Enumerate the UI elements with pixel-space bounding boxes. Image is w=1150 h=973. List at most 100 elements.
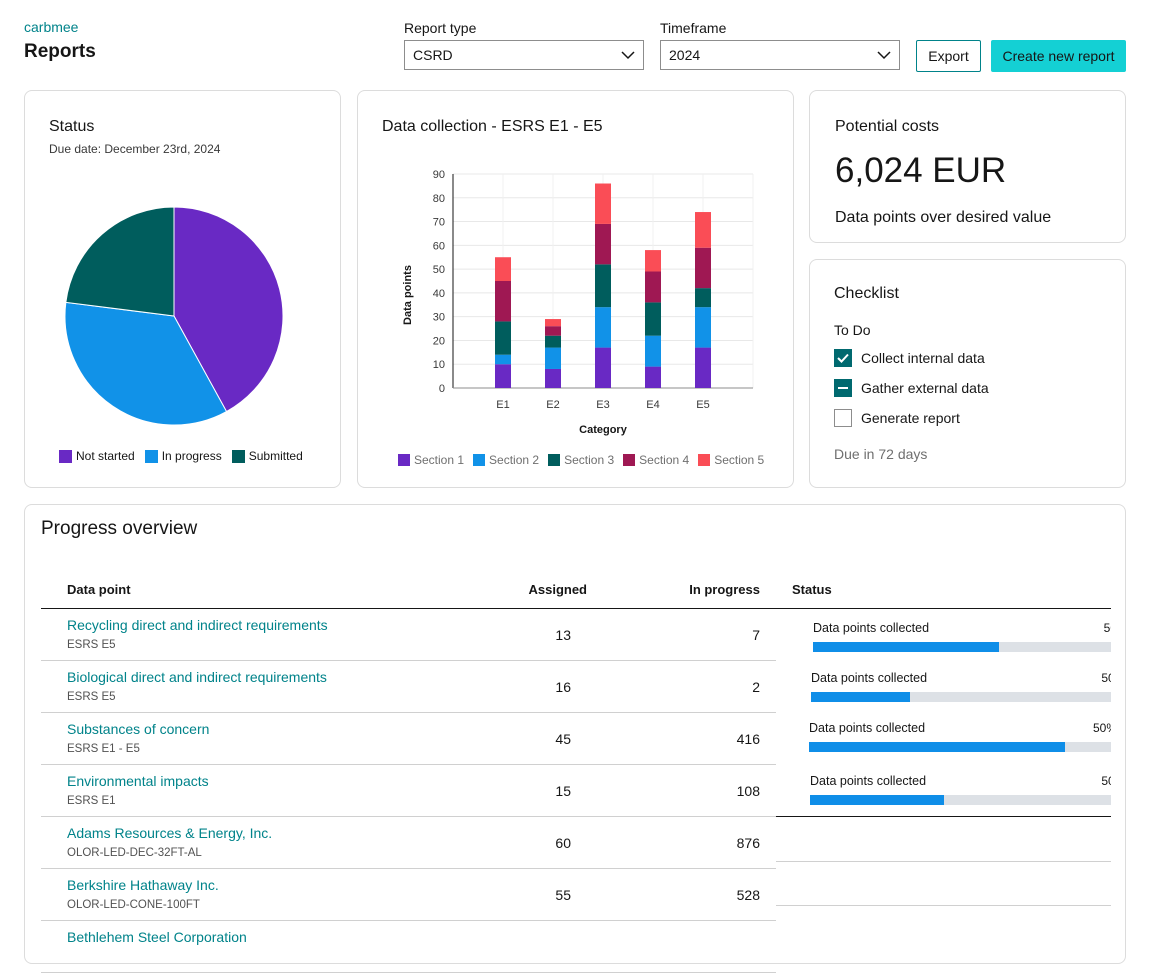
bar-segment[interactable] bbox=[695, 288, 711, 308]
pie-slice-submitted[interactable] bbox=[65, 206, 175, 317]
data-point-link[interactable]: Substances of concern bbox=[67, 721, 210, 737]
bar-segment[interactable] bbox=[645, 335, 661, 367]
swatch-submitted bbox=[231, 449, 245, 463]
status-divider bbox=[776, 816, 1111, 817]
bar-legend: Section 1 Section 2 Section 3 Section 4 Sect… bbox=[398, 453, 773, 467]
legend-swatch bbox=[548, 454, 561, 466]
table-header-divider bbox=[41, 608, 1111, 609]
brand-name: carbmee bbox=[24, 19, 79, 35]
checkbox-checked[interactable] bbox=[834, 349, 852, 367]
create-report-button[interactable]: Create new report bbox=[991, 40, 1126, 72]
legend-item-section[interactable]: Section 5 bbox=[698, 453, 764, 467]
bar-segment[interactable] bbox=[595, 223, 611, 265]
checklist-item-collect[interactable]: Collect internal data bbox=[834, 349, 985, 367]
checkbox-indeterminate[interactable] bbox=[834, 379, 852, 397]
bar-segment[interactable] bbox=[645, 271, 661, 303]
bar-segment[interactable] bbox=[595, 347, 611, 388]
status-bar-label: Data points collected bbox=[810, 774, 927, 788]
report-type-select[interactable]: CSRD bbox=[404, 40, 644, 70]
column-header-status[interactable]: Status bbox=[792, 582, 832, 597]
in-progress-count: 7 bbox=[752, 627, 760, 643]
bar-segment[interactable] bbox=[545, 319, 561, 327]
legend-submitted[interactable]: Submitted bbox=[231, 449, 303, 463]
minus-icon bbox=[838, 387, 848, 389]
bar-segment[interactable] bbox=[545, 368, 561, 388]
legend-item-section[interactable]: Section 4 bbox=[623, 453, 689, 467]
swatch-not-started bbox=[59, 449, 72, 463]
export-button[interactable]: Export bbox=[916, 40, 981, 72]
table-row[interactable]: Substances of concern ESRS E1 - E5 45 416 bbox=[41, 713, 776, 765]
data-point-link[interactable]: Biological direct and indirect requireme… bbox=[67, 669, 327, 685]
progress-bar-fill bbox=[811, 692, 911, 702]
x-tick-label: E1 bbox=[496, 399, 509, 411]
x-tick-label: E4 bbox=[646, 399, 659, 411]
data-point-link[interactable]: Bethlehem Steel Corporation bbox=[67, 929, 247, 945]
bar-segment[interactable] bbox=[695, 307, 711, 348]
table-row[interactable]: Bethlehem Steel Corporation bbox=[41, 921, 776, 973]
status-bar-percent: 50' bbox=[1101, 774, 1111, 788]
data-point-link[interactable]: Environmental impacts bbox=[67, 773, 209, 789]
bar-segment[interactable] bbox=[695, 247, 711, 289]
pie-slice-in-progress[interactable] bbox=[64, 301, 228, 426]
x-tick-label: E2 bbox=[546, 399, 559, 411]
legend-swatch bbox=[398, 454, 410, 466]
legend-item-section[interactable]: Section 2 bbox=[473, 453, 539, 467]
bar-segment[interactable] bbox=[495, 321, 511, 355]
bar-segment[interactable] bbox=[695, 212, 711, 248]
status-cell: Data points collected 50% bbox=[783, 713, 1111, 765]
table-row[interactable]: Biological direct and indirect requireme… bbox=[41, 661, 776, 713]
in-progress-count: 528 bbox=[736, 887, 760, 903]
table-row[interactable]: Adams Resources & Energy, Inc. OLOR-LED-D… bbox=[41, 817, 776, 869]
legend-item-section[interactable]: Section 3 bbox=[548, 453, 614, 467]
bar-segment[interactable] bbox=[695, 347, 711, 388]
bar-segment[interactable] bbox=[595, 264, 611, 308]
data-point-link[interactable]: Berkshire Hathaway Inc. bbox=[67, 877, 219, 893]
data-collection-card: Data collection - ESRS E1 - E5 0 10 20 30 40… bbox=[357, 90, 794, 488]
bar-segment[interactable] bbox=[595, 307, 611, 348]
checkbox-unchecked[interactable] bbox=[834, 409, 852, 427]
timeframe-select[interactable]: 2024 bbox=[660, 40, 900, 70]
status-divider bbox=[776, 861, 1111, 862]
in-progress-count: 416 bbox=[736, 731, 760, 747]
data-point-link[interactable]: Recycling direct and indirect requiremen… bbox=[67, 617, 328, 633]
bar-segment[interactable] bbox=[595, 183, 611, 224]
bar-segment[interactable] bbox=[495, 257, 511, 281]
assigned-count: 16 bbox=[555, 679, 571, 695]
bar-segment[interactable] bbox=[645, 366, 661, 388]
y-tick-label: 0 bbox=[439, 383, 445, 395]
table-row[interactable]: Berkshire Hathaway Inc. OLOR-LED-CONE-100… bbox=[41, 869, 776, 921]
column-header-data-point[interactable]: Data point bbox=[67, 582, 131, 597]
legend-item-section[interactable]: Section 1 bbox=[398, 453, 464, 467]
row-divider bbox=[41, 920, 776, 921]
bar-segment[interactable] bbox=[645, 250, 661, 272]
bar-segment[interactable] bbox=[495, 354, 511, 365]
checklist-item-generate[interactable]: Generate report bbox=[834, 409, 960, 427]
legend-in-progress[interactable]: In progress bbox=[144, 449, 222, 463]
bar-segment[interactable] bbox=[645, 302, 661, 336]
checklist-item-gather[interactable]: Gather external data bbox=[834, 379, 989, 397]
progress-bar bbox=[809, 742, 1111, 752]
chevron-down-icon bbox=[621, 51, 635, 60]
status-cell: Data points collected 50' bbox=[784, 765, 1111, 817]
legend-not-started[interactable]: Not started bbox=[59, 449, 135, 463]
column-header-assigned[interactable]: Assigned bbox=[528, 582, 587, 597]
status-bar-label: Data points collected bbox=[813, 621, 930, 635]
progress-bar-fill bbox=[809, 742, 1065, 752]
data-point-link[interactable]: Adams Resources & Energy, Inc. bbox=[67, 825, 273, 841]
row-divider bbox=[41, 816, 776, 817]
bar-segment[interactable] bbox=[495, 281, 511, 322]
bar-segment[interactable] bbox=[545, 326, 561, 336]
table-row[interactable]: Environmental impacts ESRS E1 15 108 bbox=[41, 765, 776, 817]
status-pie-chart bbox=[64, 206, 284, 426]
y-axis-label: Data points bbox=[402, 265, 414, 325]
in-progress-count: 108 bbox=[736, 783, 760, 799]
data-point-subtitle: ESRS E1 bbox=[67, 795, 116, 807]
bar-segment[interactable] bbox=[545, 347, 561, 369]
pie-slice-not-started[interactable] bbox=[173, 206, 284, 413]
table-row[interactable]: Recycling direct and indirect requiremen… bbox=[41, 609, 776, 661]
column-header-in-progress[interactable]: In progress bbox=[689, 582, 760, 597]
swatch-in-progress bbox=[144, 449, 158, 463]
bar-segment[interactable] bbox=[495, 364, 511, 388]
legend-label: Submitted bbox=[248, 449, 303, 463]
bar-segment[interactable] bbox=[545, 335, 561, 348]
